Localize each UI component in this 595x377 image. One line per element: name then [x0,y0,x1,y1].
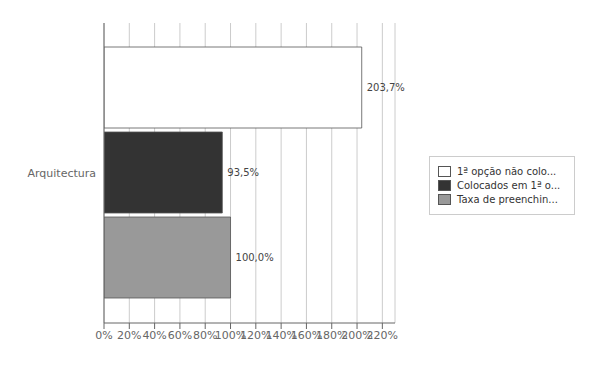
svg-text:60%: 60% [168,329,192,342]
html-text:Taxa de preenchin...: Taxa de preenchin... [457,194,558,205]
html-text:Colocados em 1ª o...: Colocados em 1ª o... [457,180,561,191]
svg-text:140%: 140% [265,328,297,342]
svg-text:80%: 80% [193,329,217,342]
svg-text:120%: 120% [240,328,272,342]
svg-text:100,0%: 100,0% [236,252,274,263]
svg-text:160%: 160% [290,328,323,342]
svg-text:20%: 20% [117,329,141,342]
svg-text:Arquitectura: Arquitectura [27,167,96,180]
html-text:1ª opção não colo...: 1ª opção não colo... [457,166,557,177]
svg-text:93,5%: 93,5% [227,167,259,178]
svg-text:40%: 40% [142,329,166,342]
svg-text:180%: 180% [316,328,348,342]
svg-text:200%: 200% [341,328,373,342]
svg-text:203,7%: 203,7% [367,82,405,93]
svg-text:220%: 220% [367,329,398,342]
svg-text:0%: 0% [95,329,112,342]
svg-text:100%: 100% [214,328,247,342]
